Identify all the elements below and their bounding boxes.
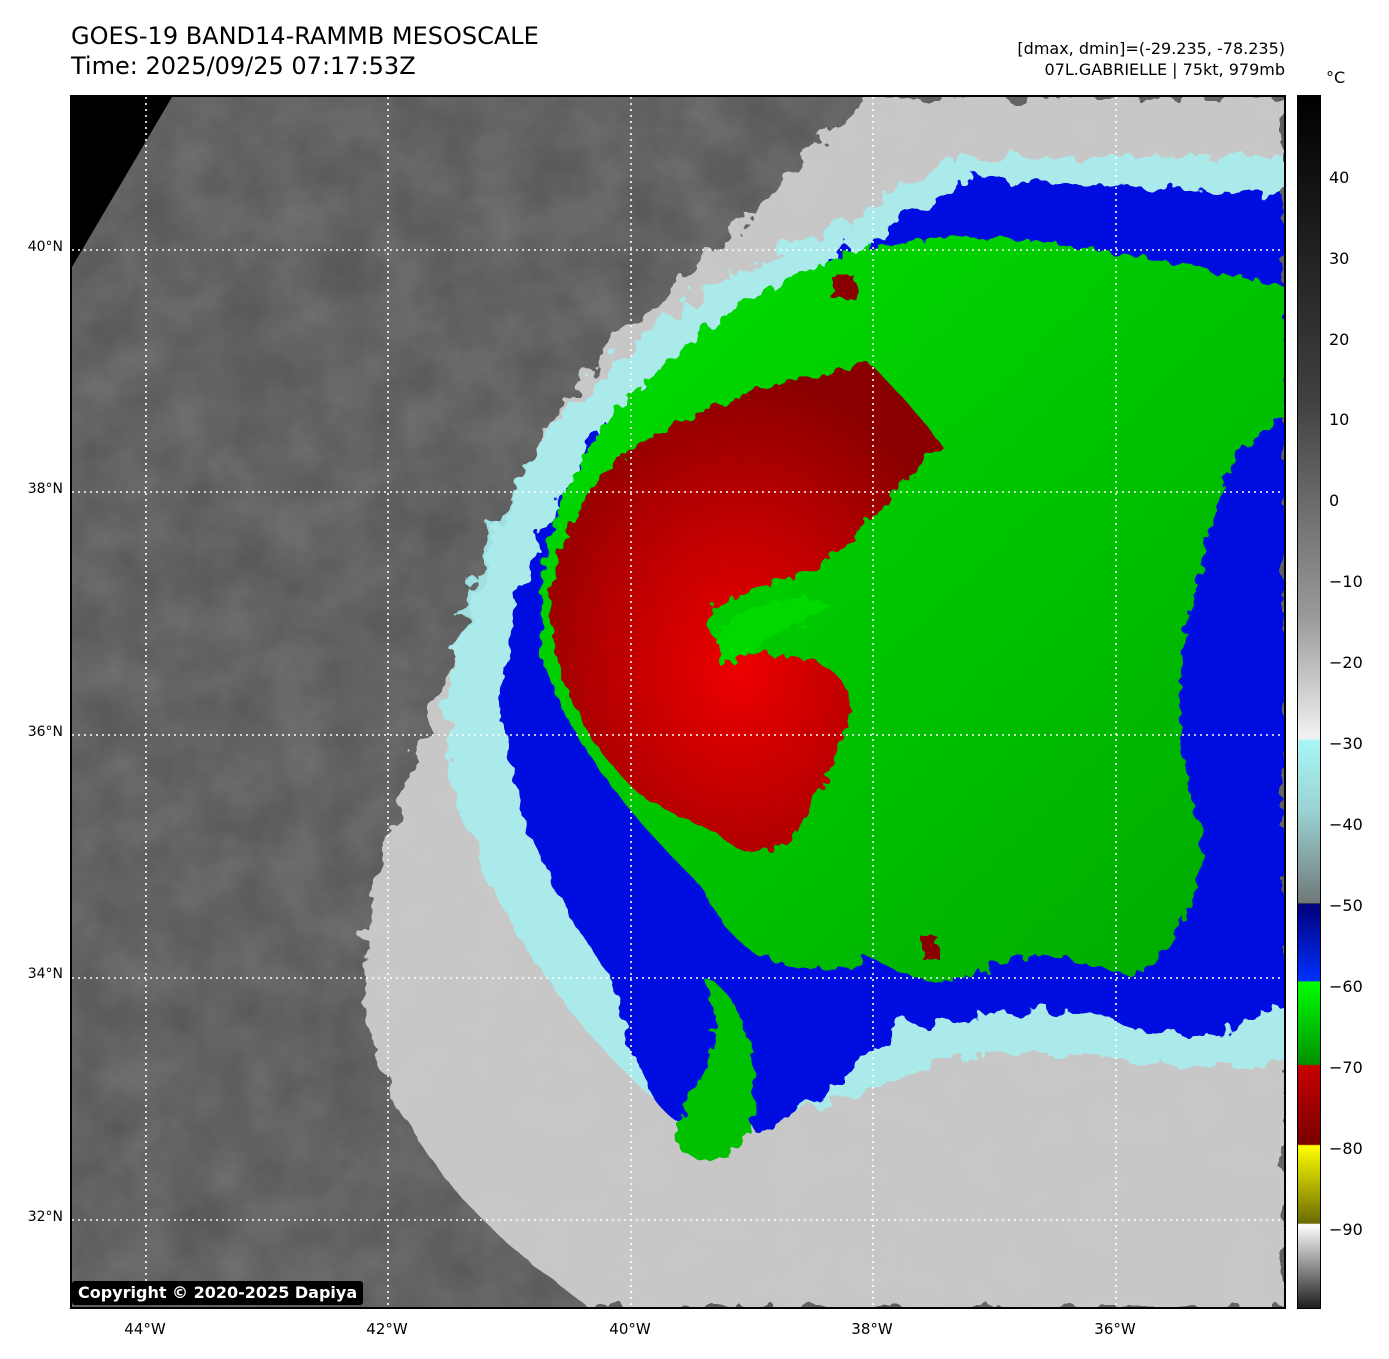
red-speck-1 [832,277,856,299]
lon-label-38w: 38°W [851,1320,893,1338]
lon-label-40w: 40°W [609,1320,651,1338]
graticule-grid [72,97,1284,1307]
lat-label-32n: 32°N [27,1209,63,1225]
timestamp: Time: 2025/09/25 07:17:53Z [71,52,416,80]
colorbar-tick-10: 10 [1329,410,1350,429]
copyright-label: Copyright © 2020-2025 Dapiya [72,1281,364,1305]
lon-label-44w: 44°W [124,1320,166,1338]
lat-label-36n: 36°N [27,724,63,740]
colorbar-tick-m10: −10 [1329,572,1363,591]
lat-label-34n: 34°N [27,966,63,982]
colorbar-tick-20: 20 [1329,330,1350,349]
green-spiral-band [716,598,832,667]
temperature-colorbar [1297,95,1321,1309]
no-data-corner [72,97,172,267]
colorbar-tick-0: 0 [1329,491,1340,510]
chart-title: GOES-19 BAND14-RAMMB MESOSCALE [71,22,539,50]
colorbar-tick-m40: −40 [1329,815,1363,834]
colorbar-tick-m80: −80 [1329,1139,1363,1158]
colorbar-tick-30: 30 [1329,249,1350,268]
colorbar-unit: °C [1326,68,1346,87]
storm-info-label: 07L.GABRIELLE | 75kt, 979mb [1044,60,1285,79]
colorbar-tick-40: 40 [1329,168,1350,187]
colorbar-tick-m90: −90 [1329,1220,1363,1239]
coldest-cloud-top-red [550,365,942,852]
colorbar-tick-m20: −20 [1329,653,1363,672]
lon-label-36w: 36°W [1094,1320,1136,1338]
colorbar-tick-m50: −50 [1329,896,1363,915]
colorbar-tick-m60: −60 [1329,977,1363,996]
red-speck-2 [922,937,938,959]
infrared-image [72,97,1284,1307]
satellite-image-panel [70,95,1286,1309]
colorbar-tick-m70: −70 [1329,1058,1363,1077]
colorbar-tick-m30: −30 [1329,734,1363,753]
dmax-dmin-label: [dmax, dmin]=(-29.235, -78.235) [1017,39,1285,58]
lat-label-40n: 40°N [27,239,63,255]
lat-label-38n: 38°N [27,481,63,497]
lon-label-42w: 42°W [366,1320,408,1338]
green-outflow-tail [675,977,756,1162]
